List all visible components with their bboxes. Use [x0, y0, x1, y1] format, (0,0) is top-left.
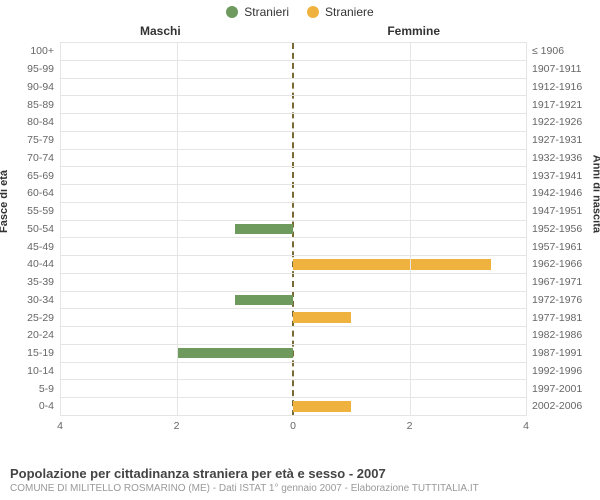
age-row: 5-91997-2001	[60, 380, 526, 398]
chart-footer: Popolazione per cittadinanza straniera p…	[10, 466, 590, 494]
population-pyramid-chart: Maschi Femmine Fasce di età Anni di nasc…	[0, 24, 600, 442]
age-row: 100+≤ 1906	[60, 43, 526, 61]
age-row: 55-591947-1951	[60, 203, 526, 221]
age-label: 40-44	[27, 258, 60, 270]
age-label: 10-14	[27, 365, 60, 377]
column-header-maschi: Maschi	[140, 24, 181, 38]
age-label: 0-4	[39, 400, 60, 412]
age-row: 10-141992-1996	[60, 363, 526, 381]
age-label: 95-99	[27, 63, 60, 75]
age-row: 50-541952-1956	[60, 221, 526, 239]
age-label: 50-54	[27, 223, 60, 235]
age-label: 55-59	[27, 205, 60, 217]
chart-subtitle: COMUNE DI MILITELLO ROSMARINO (ME) - Dat…	[10, 483, 590, 494]
birth-year-label: ≤ 1906	[526, 45, 564, 57]
gridline-vertical	[526, 42, 527, 416]
legend-item-stranieri: Stranieri	[226, 5, 289, 19]
age-row: 15-191987-1991	[60, 345, 526, 363]
age-label: 20-24	[27, 329, 60, 341]
age-row: 60-641942-1946	[60, 185, 526, 203]
birth-year-label: 1962-1966	[526, 258, 582, 270]
age-label: 25-29	[27, 312, 60, 324]
age-row: 75-791927-1931	[60, 132, 526, 150]
age-row: 0-42002-2006	[60, 398, 526, 416]
chart-title: Popolazione per cittadinanza straniera p…	[10, 466, 590, 481]
birth-year-label: 1967-1971	[526, 276, 582, 288]
legend-swatch-straniere	[307, 6, 319, 18]
age-label: 80-84	[27, 116, 60, 128]
bar-femmine	[293, 312, 351, 323]
age-row: 65-691937-1941	[60, 167, 526, 185]
legend-label-stranieri: Stranieri	[244, 5, 289, 19]
bar-maschi	[235, 224, 293, 235]
age-row: 80-841922-1926	[60, 114, 526, 132]
birth-year-label: 1937-1941	[526, 170, 582, 182]
bar-femmine	[293, 259, 491, 270]
age-row: 35-391967-1971	[60, 274, 526, 292]
x-tick-label: 2	[407, 420, 413, 432]
birth-year-label: 1912-1916	[526, 81, 582, 93]
legend-label-straniere: Straniere	[325, 5, 374, 19]
x-axis-ticks: 4 2 0 2 4	[60, 420, 526, 434]
age-row: 70-741932-1936	[60, 150, 526, 168]
y-axis-title-right: Anni di nascita	[590, 155, 600, 233]
birth-year-label: 1947-1951	[526, 205, 582, 217]
birth-year-label: 1922-1926	[526, 116, 582, 128]
birth-year-label: 1992-1996	[526, 365, 582, 377]
birth-year-label: 1972-1976	[526, 294, 582, 306]
x-tick-label: 4	[523, 420, 529, 432]
birth-year-label: 1997-2001	[526, 383, 582, 395]
birth-year-label: 1907-1911	[526, 63, 581, 75]
age-label: 15-19	[27, 347, 60, 359]
birth-year-label: 1917-1921	[526, 99, 582, 111]
birth-year-label: 2002-2006	[526, 400, 582, 412]
age-label: 60-64	[27, 187, 60, 199]
birth-year-label: 1987-1991	[526, 347, 582, 359]
age-label: 45-49	[27, 241, 60, 253]
age-row: 20-241982-1986	[60, 327, 526, 345]
age-row: 95-991907-1911	[60, 61, 526, 79]
legend: Stranieri Straniere	[0, 0, 600, 24]
age-label: 75-79	[27, 134, 60, 146]
birth-year-label: 1927-1931	[526, 134, 582, 146]
bar-maschi	[235, 295, 293, 306]
x-tick-label: 2	[174, 420, 180, 432]
gridline-vertical	[410, 42, 411, 416]
age-label: 85-89	[27, 99, 60, 111]
age-row: 25-291977-1981	[60, 309, 526, 327]
age-row: 85-891917-1921	[60, 96, 526, 114]
legend-swatch-stranieri	[226, 6, 238, 18]
birth-year-label: 1977-1981	[526, 312, 582, 324]
birth-year-label: 1952-1956	[526, 223, 582, 235]
age-label: 5-9	[39, 383, 60, 395]
legend-item-straniere: Straniere	[307, 5, 374, 19]
age-row: 30-341972-1976	[60, 292, 526, 310]
x-tick-label: 0	[290, 420, 296, 432]
birth-year-label: 1957-1961	[526, 241, 582, 253]
birth-year-label: 1942-1946	[526, 187, 582, 199]
plot-area: 100+≤ 190695-991907-191190-941912-191685…	[60, 42, 526, 416]
bar-femmine	[293, 401, 351, 412]
age-row: 45-491957-1961	[60, 238, 526, 256]
bar-maschi	[177, 348, 294, 359]
age-label: 35-39	[27, 276, 60, 288]
age-label: 90-94	[27, 81, 60, 93]
gridline-vertical	[177, 42, 178, 416]
age-row: 90-941912-1916	[60, 79, 526, 97]
age-label: 70-74	[27, 152, 60, 164]
y-axis-title-left: Fasce di età	[0, 170, 10, 233]
age-label: 100+	[30, 45, 60, 57]
birth-year-label: 1932-1936	[526, 152, 582, 164]
age-label: 30-34	[27, 294, 60, 306]
x-tick-label: 4	[57, 420, 63, 432]
age-row: 40-441962-1966	[60, 256, 526, 274]
gridline-vertical	[60, 42, 61, 416]
birth-year-label: 1982-1986	[526, 329, 582, 341]
column-header-femmine: Femmine	[387, 24, 440, 38]
age-label: 65-69	[27, 170, 60, 182]
